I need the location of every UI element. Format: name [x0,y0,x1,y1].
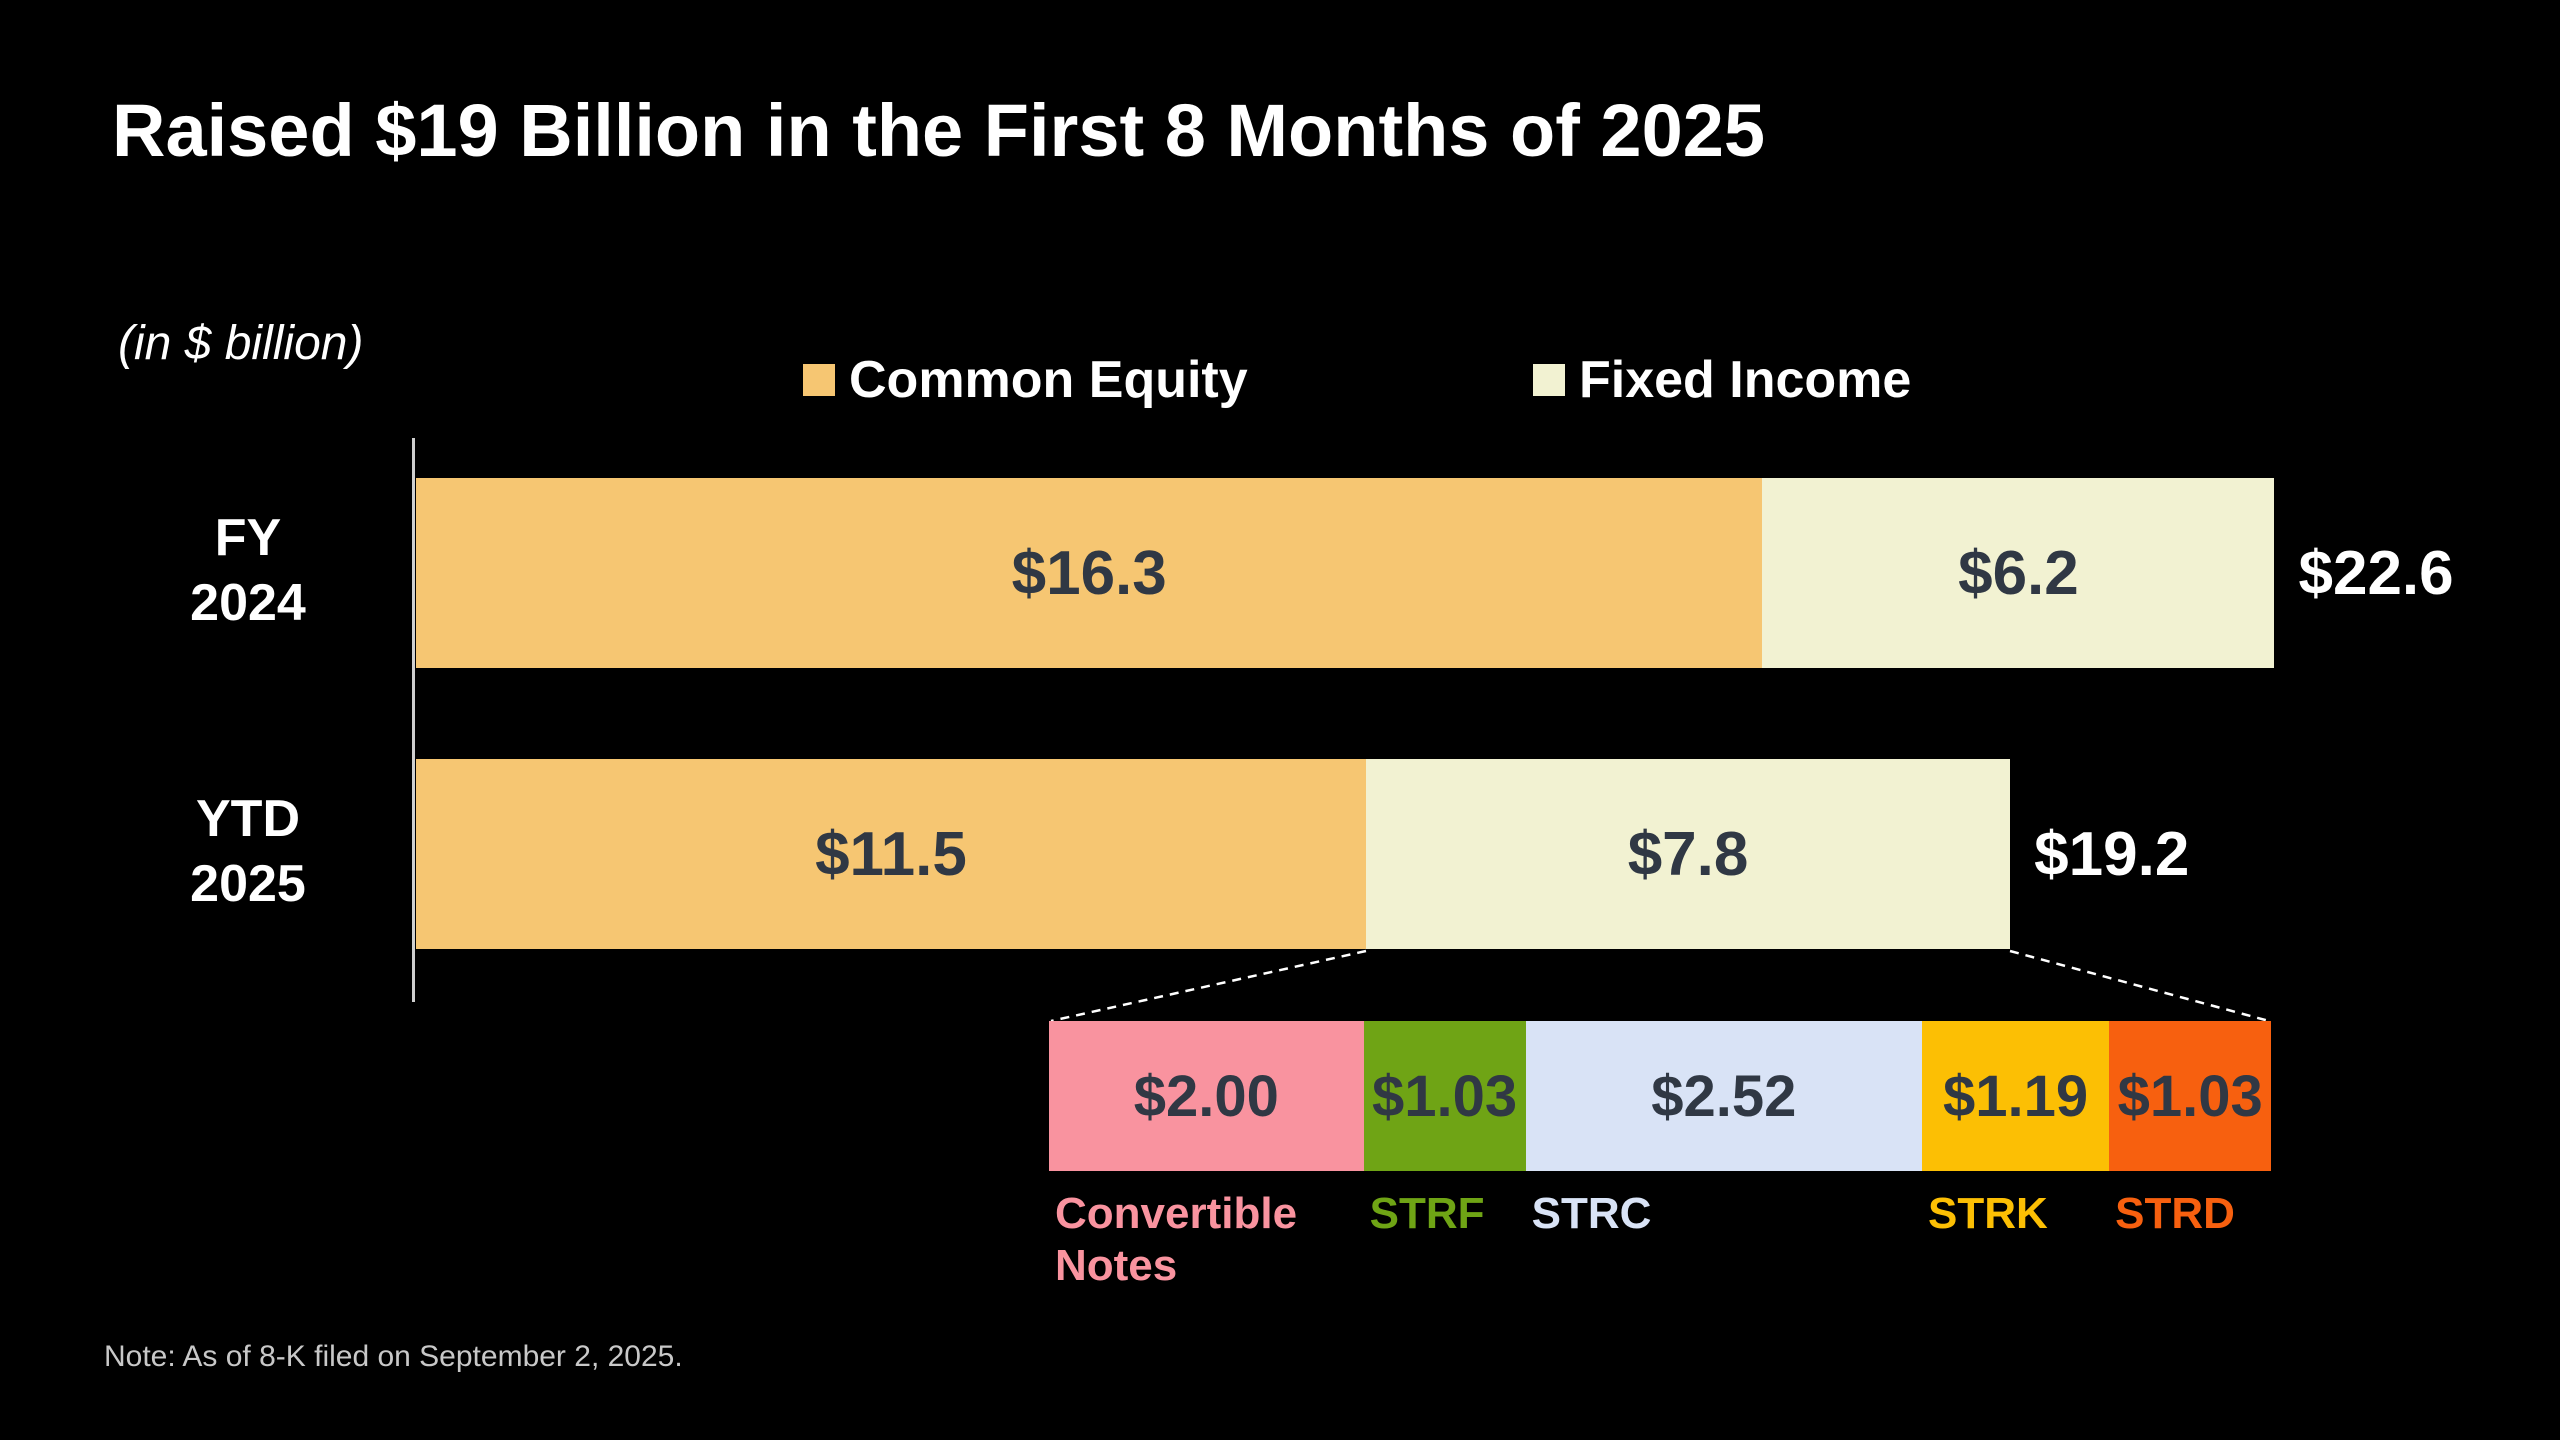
category-label-line2: 2024 [190,574,306,632]
bar-fy-2024: $16.3 $6.2 $22.6 [416,478,2454,668]
footnote: Note: As of 8-K filed on September 2, 20… [104,1340,683,1373]
breakdown-label-strc: STRC [1531,1189,1652,1238]
bar-total-label-ytd2025: $19.2 [2034,819,2190,889]
category-label-line2: 2025 [190,855,306,913]
bar-segment-fy2024-common-equity: $16.3 [416,478,1763,668]
bar-segment-fy2024-fixed-income: $6.2 [1762,478,2275,668]
breakdown-segment-strd: $1.03 [2109,1021,2272,1171]
bar-segment-ytd2025-fixed-income: $7.8 [1365,759,2011,949]
breakdown-value-label: $1.19 [1943,1063,2089,1129]
breakdown-label-row: Convertible Notes STRF STRC STRK STRD [1049,1188,2271,1292]
category-label-fy-2024: FY 2024 [120,506,376,636]
bar-value-label: $7.8 [1627,819,1749,889]
legend-swatch-fixed-income [1533,364,1565,396]
breakdown-label-strk: STRK [1928,1189,2048,1238]
page-title: Raised $19 Billion in the First 8 Months… [112,89,1766,172]
breakdown-segment-strf: $1.03 [1363,1021,1526,1171]
breakdown-label-convertible-notes: Convertible Notes [1055,1189,1298,1290]
bar-segment-ytd2025-common-equity: $11.5 [416,759,1366,949]
legend-label-fixed-income: Fixed Income [1579,351,1912,409]
breakdown-label-strd: STRD [2115,1189,2235,1238]
breakdown-value-label: $2.52 [1651,1063,1797,1129]
bar-value-label: $6.2 [1958,538,2079,608]
breakdown-label-strf: STRF [1369,1189,1485,1238]
connector-line-right [2009,949,2270,1023]
bar-ytd-2025: $11.5 $7.8 $19.2 [416,759,2189,949]
connector-line-left [1050,949,1367,1023]
breakdown-segment-strk: $1.19 [1922,1021,2110,1171]
breakdown-bar: $2.00 $1.03 $2.52 $1.19 $1.03 [1049,1021,2272,1171]
category-label-line1: FY [214,509,282,567]
legend-swatch-common-equity [803,364,835,396]
legend-item-fixed-income: Fixed Income [1533,350,1911,410]
legend-label-common-equity: Common Equity [849,351,1248,409]
unit-label: (in $ billion) [118,317,364,370]
bar-total-label-fy2024: $22.6 [2298,538,2454,608]
breakdown-segment-convertible-notes: $2.00 [1049,1021,1364,1171]
breakdown-value-label: $1.03 [1372,1063,1518,1129]
bar-value-label: $11.5 [815,819,967,889]
y-axis-line [412,438,415,1002]
breakdown-value-label: $1.03 [2117,1063,2263,1129]
category-label-line1: YTD [196,790,300,848]
category-label-ytd-2025: YTD 2025 [120,787,376,917]
legend-item-common-equity: Common Equity [803,350,1248,410]
breakdown-segment-strc: $2.52 [1525,1021,1922,1171]
breakdown-value-label: $2.00 [1133,1063,1279,1129]
bar-value-label: $16.3 [1011,538,1167,608]
